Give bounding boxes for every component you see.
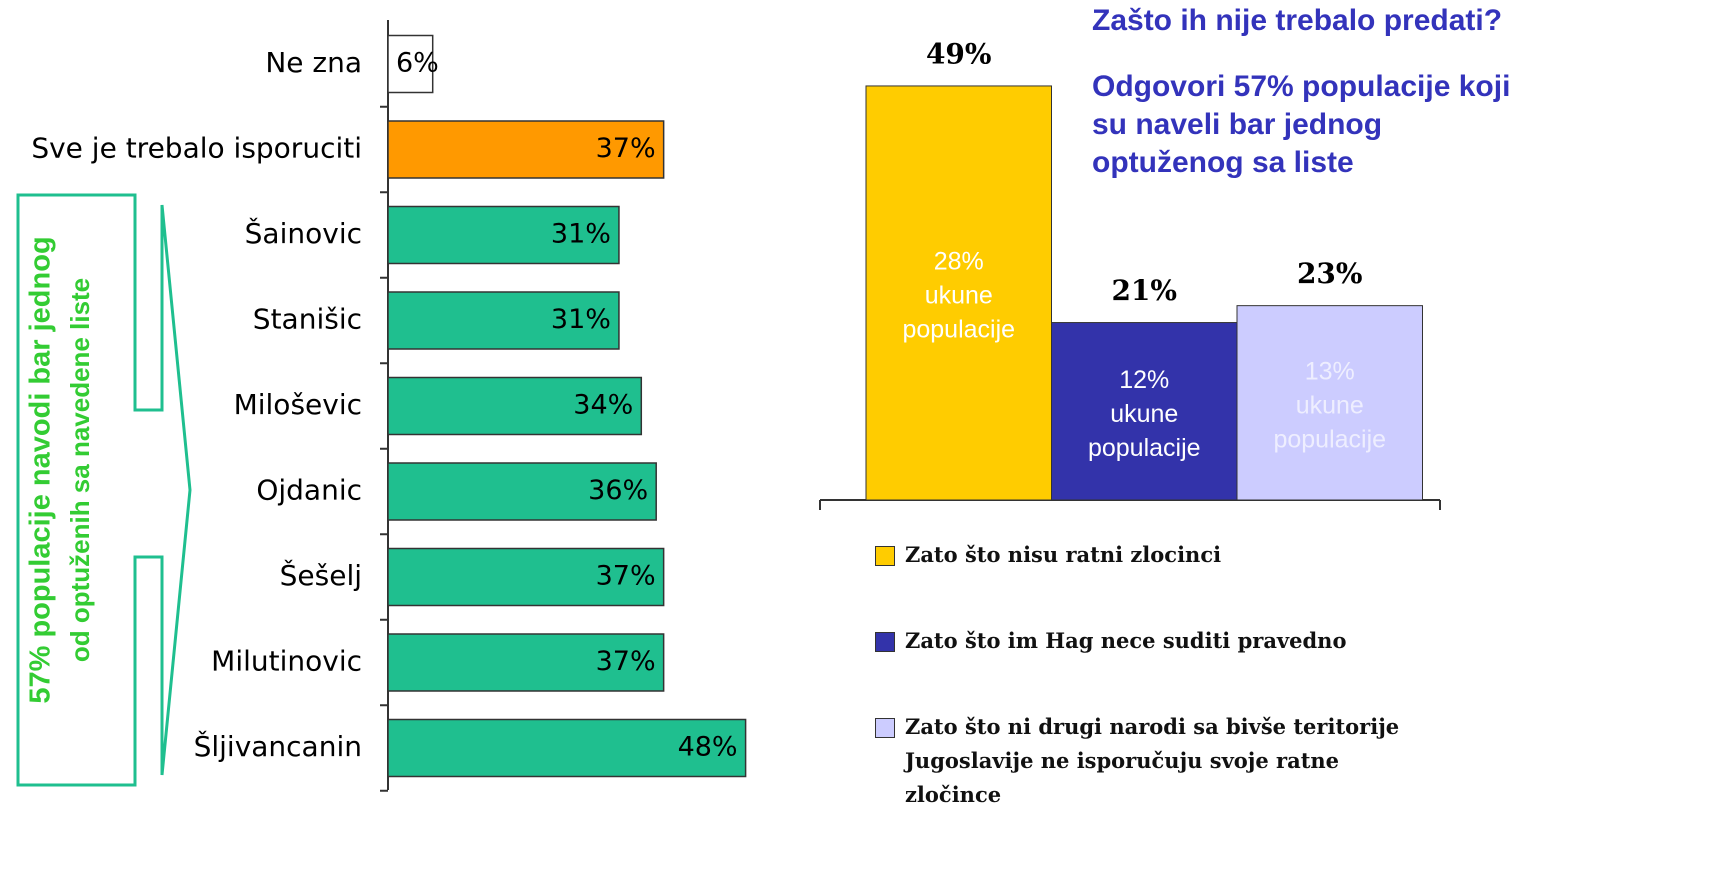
category-label: Šešelj bbox=[280, 558, 362, 592]
value-label: 37% bbox=[596, 561, 656, 592]
legend-swatch bbox=[875, 718, 895, 738]
bar bbox=[387, 633, 665, 692]
bar bbox=[387, 462, 657, 521]
legend-item: Zato što nisu ratni zlocinci bbox=[875, 538, 1425, 572]
category-label: Milutinovic bbox=[211, 645, 362, 678]
bar bbox=[387, 376, 643, 436]
category-label: Ojdanic bbox=[256, 474, 362, 507]
bar bbox=[387, 547, 665, 607]
value-label: 6% bbox=[396, 48, 439, 79]
bar bbox=[387, 205, 620, 265]
value-label: 36% bbox=[588, 475, 648, 506]
bar bbox=[1236, 305, 1423, 501]
bar bbox=[1051, 322, 1238, 501]
category-label: Stanišic bbox=[253, 303, 362, 336]
inner-label: 12% bbox=[1119, 366, 1169, 394]
value-label: 34% bbox=[573, 390, 633, 421]
bar bbox=[387, 291, 620, 350]
annotation: 57% populacije navodi bar jednog bbox=[25, 236, 57, 703]
value-label: 31% bbox=[551, 304, 611, 335]
category-label: Šainovic bbox=[245, 216, 362, 250]
value-label: 37% bbox=[596, 133, 656, 164]
legend-item: Zato što im Hag nece suditi pravedno bbox=[875, 624, 1425, 658]
chart-title: Zašto ih nije trebalo predati? bbox=[1092, 4, 1503, 37]
chart-subtitle: optuženog sa liste bbox=[1092, 146, 1354, 179]
value-label: 21% bbox=[1111, 274, 1177, 307]
category-label: Sve je trebalo isporuciti bbox=[31, 132, 362, 165]
value-label: 48% bbox=[678, 732, 738, 763]
bracket bbox=[16, 193, 192, 787]
legend-label: Zato što im Hag nece suditi pravedno bbox=[905, 628, 1347, 653]
bar bbox=[387, 34, 434, 94]
bar bbox=[387, 120, 665, 179]
bar bbox=[387, 718, 747, 778]
category-label: Ne zna bbox=[265, 46, 362, 79]
category-label: Miloševic bbox=[234, 388, 362, 421]
chart-subtitle: Odgovori 57% populacije koji bbox=[1092, 70, 1511, 103]
legend-label: Zato što nisu ratni zlocinci bbox=[905, 542, 1222, 567]
value-label: 31% bbox=[551, 219, 611, 250]
legend-swatch bbox=[875, 546, 895, 566]
inner-label: populacije bbox=[1088, 434, 1201, 462]
inner-label: ukune bbox=[1110, 400, 1178, 428]
chart-subtitle: su naveli bar jednog bbox=[1092, 108, 1383, 141]
inner-label: 13% bbox=[1305, 357, 1355, 385]
inner-label: ukune bbox=[1296, 391, 1364, 419]
legend-item: Zato što ni drugi narodi sa bivše terito… bbox=[875, 710, 1425, 812]
inner-label: 28% bbox=[934, 248, 984, 276]
value-label: 37% bbox=[596, 646, 656, 677]
inner-label: populacije bbox=[902, 316, 1015, 344]
bar bbox=[865, 85, 1052, 501]
inner-label: populacije bbox=[1273, 425, 1386, 453]
legend-label: Zato što ni drugi narodi sa bivše terito… bbox=[905, 714, 1400, 807]
legend-swatch bbox=[875, 632, 895, 652]
value-label: 49% bbox=[926, 37, 992, 70]
value-label: 23% bbox=[1297, 257, 1363, 290]
inner-label: ukune bbox=[925, 282, 993, 310]
annotation: od optuženih sa navedene liste bbox=[65, 278, 95, 662]
category-label: Šljivancanin bbox=[194, 729, 362, 763]
